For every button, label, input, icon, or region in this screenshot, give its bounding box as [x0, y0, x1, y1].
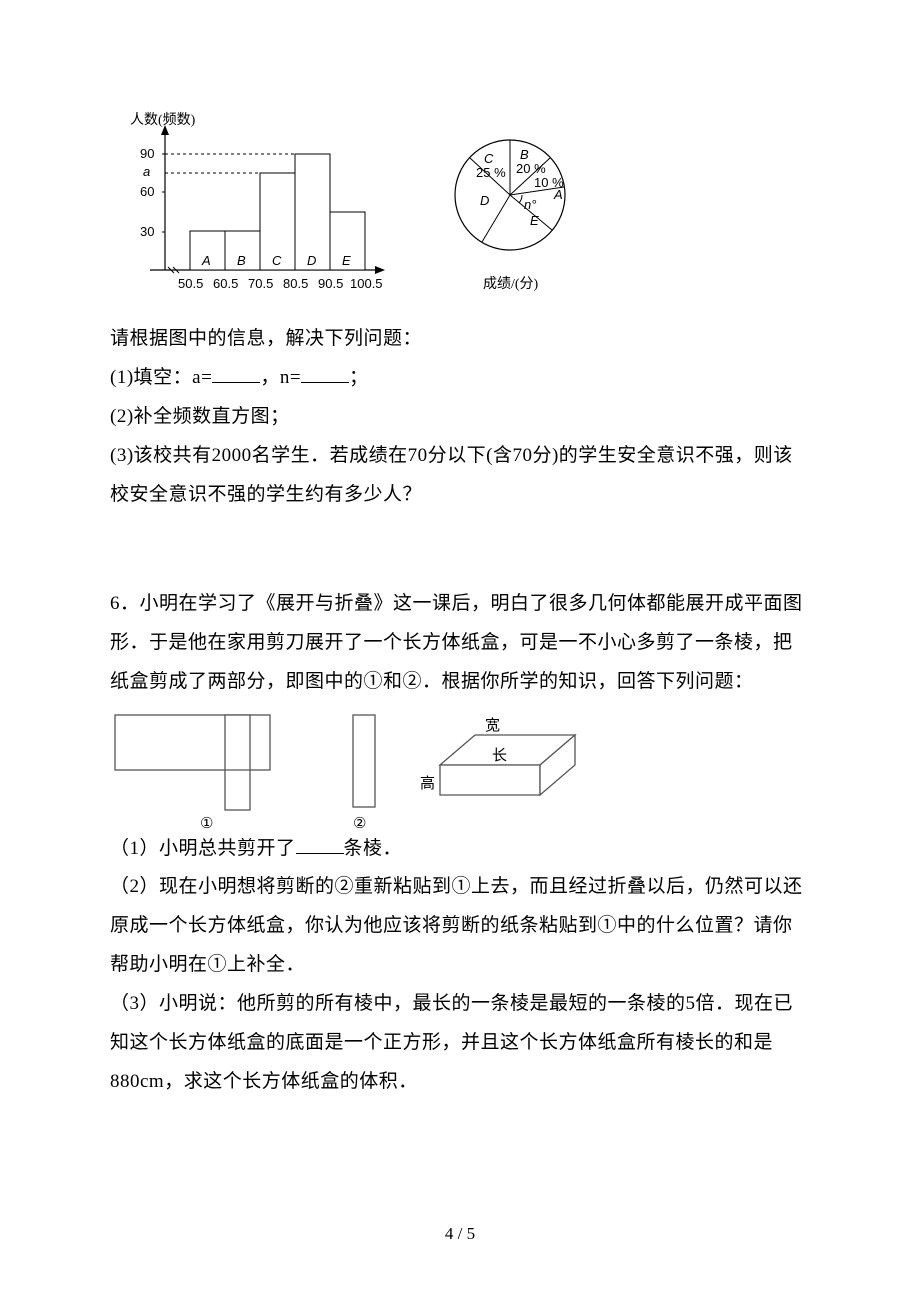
svg-text:长: 长 — [492, 747, 507, 764]
hist-bars: A B C D E — [190, 154, 365, 270]
svg-text:20 %: 20 % — [516, 161, 546, 176]
svg-text:90.5: 90.5 — [318, 276, 343, 291]
blank-n[interactable] — [301, 363, 349, 383]
svg-text:A: A — [553, 187, 563, 202]
svg-text:n°: n° — [524, 197, 536, 212]
svg-text:70.5: 70.5 — [248, 276, 273, 291]
svg-text:B: B — [520, 147, 529, 162]
q5-p1-pre: (1)填空：a= — [110, 367, 212, 388]
svg-text:90: 90 — [140, 146, 154, 161]
svg-text:A: A — [201, 253, 211, 268]
q6-part3: （3）小明说：他所剪的所有棱中，最长的一条棱是最短的一条棱的5倍．现在已知这个长… — [110, 985, 810, 1102]
svg-text:B: B — [237, 253, 246, 268]
page-footer: 4 / 5 — [0, 1224, 920, 1244]
hist-y-ticks: 90 a 60 30 — [140, 146, 165, 239]
q5-figure-row: 人数(频数) 90 a 60 30 — [110, 110, 810, 300]
blank-edges[interactable] — [296, 834, 344, 854]
q6-part2: （2）现在小明想将剪断的②重新粘贴到①上去，而且经过折叠以后，仍然可以还原成一个… — [110, 868, 810, 985]
svg-text:80.5: 80.5 — [283, 276, 308, 291]
svg-text:高: 高 — [420, 775, 435, 792]
svg-text:②: ② — [353, 816, 366, 830]
svg-text:C: C — [272, 253, 282, 268]
svg-text:60: 60 — [140, 184, 154, 199]
spacer — [110, 515, 810, 585]
svg-text:D: D — [307, 253, 316, 268]
svg-text:①: ① — [200, 816, 213, 830]
svg-text:50.5: 50.5 — [178, 276, 203, 291]
q6-part1: （1）小明总共剪开了 条棱． — [110, 830, 810, 869]
q5-p1-mid: ，n= — [260, 367, 301, 388]
q5-part1: (1)填空：a= ，n= ； — [110, 359, 810, 398]
q6-stem: 6．小明在学习了《展开与折叠》这一课后，明白了很多几何体都能展开成平面图形．于是… — [110, 585, 810, 702]
q5-p1-post: ； — [349, 367, 369, 388]
q5-part3: (3)该校共有2000名学生．若成绩在70分以下(含70分)的学生安全意识不强，… — [110, 437, 810, 515]
hist-y-title: 人数(频数) — [130, 112, 196, 128]
q6-fig2: ② — [335, 710, 395, 830]
svg-text:D: D — [480, 193, 489, 208]
histogram-chart: 人数(频数) 90 a 60 30 — [110, 110, 395, 300]
q6-fig1: ① — [110, 710, 310, 830]
q5-part2: (2)补全频数直方图； — [110, 398, 810, 437]
q6-p1-pre: （1）小明总共剪开了 — [110, 838, 296, 859]
q6-cuboid: 长 宽 高 — [420, 710, 600, 820]
pie-chart: B 20 % C 25 % 10 % A n° E D 成绩/(分) — [435, 110, 605, 300]
svg-text:25 %: 25 % — [476, 165, 506, 180]
svg-text:E: E — [530, 213, 539, 228]
svg-text:a: a — [143, 164, 150, 179]
blank-a[interactable] — [212, 363, 260, 383]
svg-text:C: C — [484, 151, 494, 166]
svg-text:60.5: 60.5 — [213, 276, 238, 291]
svg-text:30: 30 — [140, 224, 154, 239]
page: 人数(频数) 90 a 60 30 — [0, 0, 920, 1302]
svg-text:E: E — [342, 253, 351, 268]
svg-text:100.5: 100.5 — [350, 276, 383, 291]
hist-x-ticks: 50.5 60.5 70.5 80.5 90.5 100.5 — [178, 276, 383, 291]
svg-text:宽: 宽 — [485, 717, 500, 734]
q5-intro: 请根据图中的信息，解决下列问题： — [110, 320, 810, 359]
pie-axis-label: 成绩/(分) — [483, 276, 539, 292]
q6-p1-post: 条棱． — [344, 838, 403, 859]
q6-figure-row: ① ② 长 宽 高 — [110, 710, 810, 830]
